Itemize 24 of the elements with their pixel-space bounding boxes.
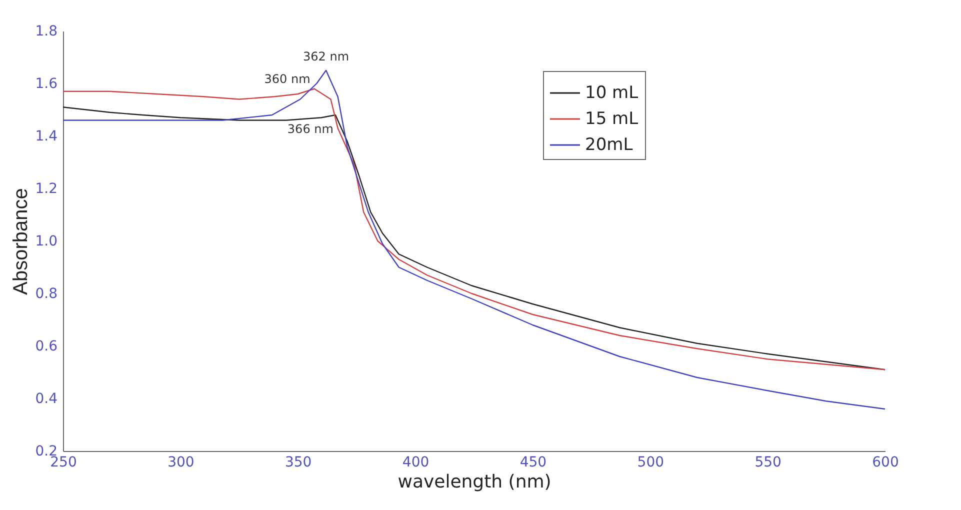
legend-label: 15 mL [585, 109, 639, 129]
annotation: 366 nm [287, 122, 334, 136]
x-tick-label: 600 [872, 454, 899, 470]
x-tick-label: 500 [637, 454, 664, 470]
y-tick-label: 1.8 [35, 24, 58, 40]
y-tick-label: 1.6 [35, 76, 58, 92]
y-tick-label: 1.0 [35, 234, 58, 250]
legend-label: 20mL [585, 135, 634, 155]
x-tick-label: 550 [754, 454, 782, 470]
y-axis-title: Absorbance [10, 188, 32, 295]
annotation: 360 nm [264, 72, 310, 86]
annotation: 362 nm [303, 49, 350, 64]
line-series [62, 70, 886, 410]
y-tick-label: 0.4 [35, 391, 58, 407]
y-tick-label: 0.8 [35, 286, 58, 302]
y-tick-label: 1.4 [35, 128, 58, 144]
x-tick-label: 300 [168, 454, 194, 470]
legend-label: 10 mL [585, 83, 639, 103]
x-tick-label: 400 [402, 454, 430, 470]
x-axis-title: wavelength (nm) [398, 472, 552, 492]
x-tick-label: 450 [520, 454, 547, 470]
x-tick-label: 350 [284, 454, 312, 470]
y-tick-label: 0.6 [35, 338, 58, 354]
y-tick-label: 1.2 [35, 181, 58, 197]
